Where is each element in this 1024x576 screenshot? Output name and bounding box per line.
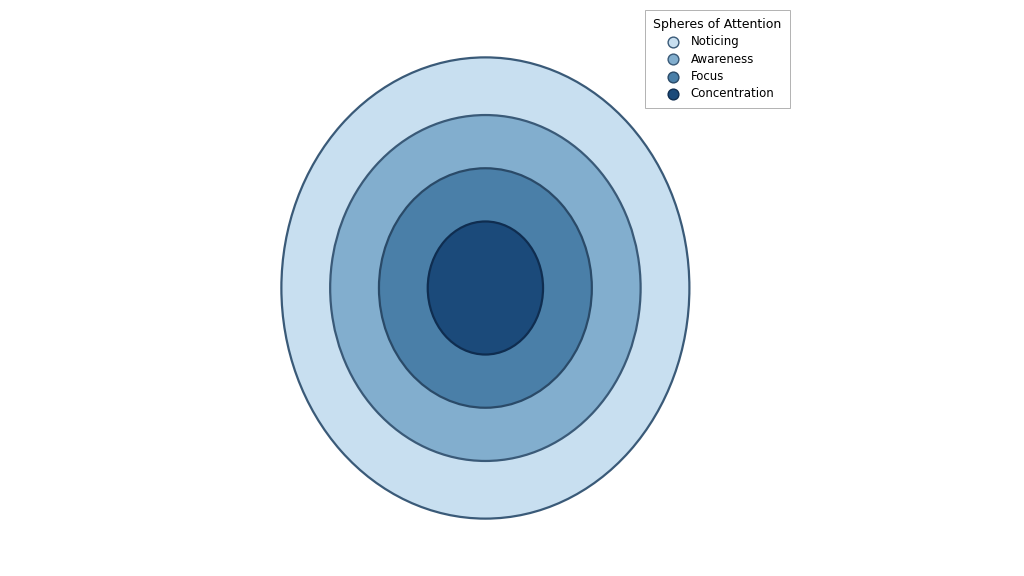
Ellipse shape xyxy=(330,115,641,461)
Ellipse shape xyxy=(282,58,689,518)
Ellipse shape xyxy=(428,222,543,354)
Ellipse shape xyxy=(379,168,592,408)
Legend: Noticing, Awareness, Focus, Concentration: Noticing, Awareness, Focus, Concentratio… xyxy=(645,10,790,108)
